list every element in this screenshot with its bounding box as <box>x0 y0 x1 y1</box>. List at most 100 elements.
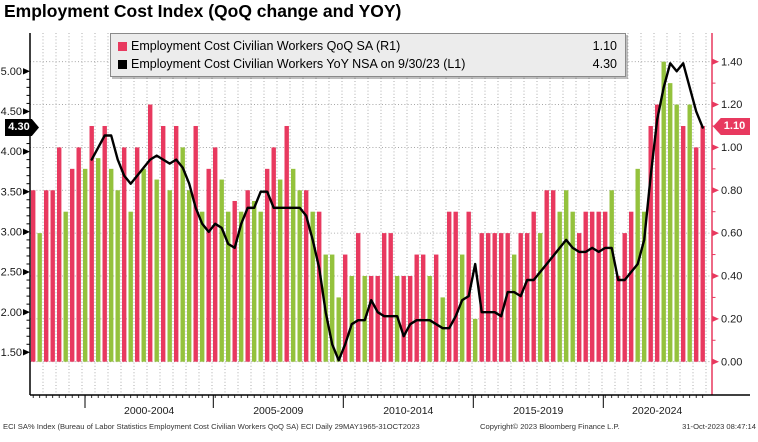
qoq-bar <box>193 125 198 362</box>
qoq-bar <box>317 211 322 362</box>
yoy-series-swatch-icon <box>118 59 127 69</box>
qoq-bar <box>187 190 192 362</box>
qoq-bar <box>50 190 55 362</box>
legend-last-value: 4.30 <box>592 56 617 71</box>
qoq-bar <box>128 211 133 362</box>
qoq-bar <box>421 254 426 362</box>
qoq-bar <box>596 211 601 362</box>
x-axis-section-label: 2010-2014 <box>383 405 433 417</box>
qoq-bar <box>57 147 62 362</box>
qoq-bar <box>44 190 49 362</box>
qoq-bar <box>388 233 393 362</box>
qoq-bar <box>466 211 471 362</box>
legend-item-yoy[interactable]: Employment Cost Civilian Workers YoY NSA… <box>118 56 617 73</box>
qoq-bar <box>135 147 140 362</box>
footer-timestamp: 31-Oct-2023 08:47:14 <box>682 422 756 431</box>
left-axis-tick-label: 2.50 <box>1 267 22 279</box>
qoq-bar <box>557 211 562 362</box>
qoq-bar <box>694 147 699 362</box>
qoq-bar <box>252 200 257 362</box>
qoq-bar <box>564 190 569 362</box>
right-axis-tick-label: 0.00 <box>721 356 742 368</box>
qoq-bar <box>440 297 445 362</box>
qoq-bar <box>648 125 653 362</box>
footer-copyright: Copyright© 2023 Bloomberg Finance L.P. <box>480 422 620 431</box>
qoq-bar <box>180 147 185 362</box>
qoq-bar <box>590 211 595 362</box>
qoq-bar <box>271 147 276 362</box>
left-axis-major-tick <box>23 68 30 75</box>
left-axis-last-value-badge: 4.30 <box>5 119 39 136</box>
qoq-bar <box>63 211 68 362</box>
left-axis-major-tick <box>23 148 30 155</box>
qoq-bar <box>544 190 549 362</box>
legend-label: Employment Cost Civilian Workers QoQ SA … <box>131 38 401 53</box>
qoq-bar <box>232 200 237 362</box>
yoy-line <box>90 62 704 362</box>
qoq-bar <box>531 211 536 362</box>
qoq-bar <box>512 254 517 362</box>
qoq-bar <box>278 179 283 362</box>
qoq-bar <box>603 211 608 362</box>
qoq-bar <box>382 233 387 362</box>
qoq-bar <box>460 254 465 362</box>
right-axis-tick-label: 1.20 <box>721 99 742 111</box>
qoq-bar <box>570 211 575 362</box>
qoq-bar <box>453 211 458 362</box>
qoq-series-swatch-icon <box>118 41 127 51</box>
qoq-bar <box>434 254 439 362</box>
qoq-bar <box>219 179 224 362</box>
qoq-bar <box>414 254 419 362</box>
legend-last-value: 1.10 <box>592 38 617 53</box>
qoq-bar <box>401 275 406 362</box>
right-axis-tick-label: 0.40 <box>721 271 742 283</box>
qoq-bar <box>505 233 510 362</box>
right-axis-major-tick <box>712 187 719 194</box>
left-axis-tick-label: 5.00 <box>1 66 22 78</box>
qoq-bar <box>245 190 250 362</box>
qoq-bar <box>200 211 205 362</box>
qoq-bar <box>622 233 627 362</box>
qoq-bar <box>616 275 621 362</box>
qoq-bar <box>226 211 231 362</box>
left-axis-major-tick <box>23 108 30 115</box>
left-axis-tick-label: 4.50 <box>1 106 22 118</box>
qoq-bar <box>343 254 348 362</box>
qoq-bar <box>167 190 172 362</box>
qoq-bar <box>661 61 666 362</box>
x-axis-section-label: 2000-2004 <box>124 405 174 417</box>
qoq-bar <box>83 168 88 362</box>
qoq-bar <box>330 254 335 362</box>
right-axis-tick-label: 1.40 <box>721 56 742 68</box>
qoq-bar <box>486 233 491 362</box>
right-axis-tick-label: 0.20 <box>721 313 742 325</box>
qoq-bar <box>304 190 309 362</box>
qoq-bar <box>369 275 374 362</box>
qoq-bar <box>551 190 556 362</box>
qoq-bar <box>668 83 673 362</box>
legend-item-qoq[interactable]: Employment Cost Civilian Workers QoQ SA … <box>118 38 617 55</box>
qoq-bar <box>655 104 660 362</box>
left-axis-major-tick <box>23 349 30 356</box>
qoq-bar <box>408 275 413 362</box>
qoq-bar <box>681 125 686 362</box>
right-axis-major-tick <box>712 229 719 237</box>
left-axis-tick-label: 2.00 <box>1 307 22 319</box>
right-axis-major-tick <box>712 358 719 365</box>
right-axis-tick-label: 0.80 <box>721 185 742 197</box>
qoq-bar <box>239 211 244 362</box>
left-axis-major-tick <box>23 268 30 276</box>
qoq-bar <box>174 125 179 362</box>
qoq-bar <box>148 104 153 362</box>
x-axis-section-label: 2020-2024 <box>632 405 682 417</box>
qoq-bar <box>70 168 75 362</box>
left-axis-tick-label: 1.50 <box>1 347 22 359</box>
qoq-bar <box>538 233 543 362</box>
right-axis-major-tick <box>712 58 719 65</box>
qoq-bar <box>375 275 380 362</box>
x-axis-section-label: 2015-2019 <box>513 405 563 417</box>
left-axis-major-tick <box>23 308 30 316</box>
qoq-bar <box>310 211 315 362</box>
